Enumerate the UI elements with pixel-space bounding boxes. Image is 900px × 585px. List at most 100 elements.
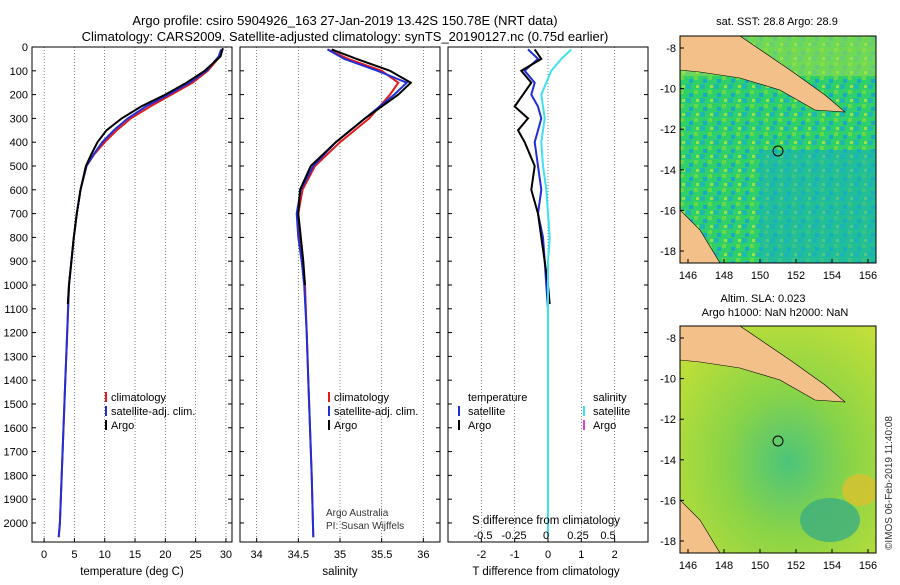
x-tick-label: 35 (334, 549, 346, 561)
x-tick-label: -2 (476, 549, 486, 561)
x-tick-label: 34 (251, 549, 263, 561)
legend-swatch-t-satellite (458, 406, 460, 416)
y-tick-label: 700 (10, 209, 28, 221)
s-diff-tick-label: -0.25 (501, 530, 526, 542)
y-tick-label: 1300 (4, 351, 28, 363)
legend-t-satellite: satellite (468, 406, 505, 418)
sla-map-title-2: Argo h1000: NaN h2000: NaN (702, 307, 849, 319)
temperature-xlabel: temperature (deg C) (80, 566, 184, 578)
map-lon-label: 156 (859, 270, 877, 282)
y-tick-label: 1500 (4, 399, 28, 411)
legend-temperature-title: temperature (468, 392, 527, 404)
y-tick-label: 1400 (4, 375, 28, 387)
legend-swatch-climatology (328, 392, 330, 402)
s-diff-tick-label: -0.5 (474, 530, 493, 542)
series-line-satellite-adj-clim- (295, 48, 409, 538)
sla-map: Altim. SLA: 0.023 Argo h1000: NaN h2000:… (679, 293, 877, 554)
series-line-satellite-adj-clim- (57, 49, 223, 538)
series-line-climatology (57, 49, 223, 538)
y-tick-label: 1200 (4, 328, 28, 340)
credit-line-2: PI: Susan Wijffels (326, 521, 404, 532)
legend-climatology: climatology (334, 392, 390, 404)
legend-climatology: climatology (111, 392, 167, 404)
map-lat-label: -8 (666, 333, 676, 345)
temperature-panel: 0 5 10 15 20 25 300100200300400500600700800900… (4, 42, 233, 578)
map-lat-label: -18 (660, 536, 676, 548)
legend-t-argo: Argo (468, 420, 491, 432)
x-tick-label: 30 (220, 549, 232, 561)
difference-xlabel: T difference from climatology (472, 566, 619, 578)
map-lat-label: -12 (660, 124, 676, 136)
s-diff-tick-label: 0.5 (600, 530, 615, 542)
y-tick-label: 1100 (4, 304, 28, 316)
y-tick-label: 800 (10, 232, 28, 244)
map-lon-label: 150 (751, 270, 769, 282)
x-tick-label: 0 (41, 549, 47, 561)
map-lat-label: -10 (660, 374, 676, 386)
y-tick-label: 0 (22, 42, 28, 54)
map-lon-label: 152 (787, 270, 805, 282)
landmass (680, 499, 721, 553)
series-line-climatology (297, 48, 400, 538)
map-lon-label: 148 (715, 560, 733, 572)
series-line-t-argo (513, 48, 551, 305)
difference-panel: -2 -1 0 1 2 T difference from climatology S … (447, 46, 649, 578)
x-tick-label: 36 (417, 549, 429, 561)
argo-location-marker (772, 145, 784, 157)
map-lon-label: 156 (859, 560, 877, 572)
title-line-1: Argo profile: csiro 5904926_163 27-Jan-2… (132, 13, 557, 28)
legend-argo: Argo (111, 420, 134, 432)
temperature-panel-frame (31, 46, 233, 543)
salinity-xlabel: salinity (322, 566, 357, 578)
map-lon-label: 154 (823, 270, 841, 282)
map-lon-label: 150 (751, 560, 769, 572)
s-diff-tick-label: 0 (543, 530, 549, 542)
map-lat-label: -12 (660, 414, 676, 426)
y-tick-label: 1700 (4, 447, 28, 459)
y-tick-label: 300 (10, 113, 28, 125)
x-tick-label: 0 (545, 549, 551, 561)
s-diff-tick-label: 0.25 (567, 530, 588, 542)
map-lat-label: -14 (660, 165, 676, 177)
y-tick-label: 500 (10, 161, 28, 173)
legend-swatch-satellite (105, 406, 107, 416)
legend-s-argo: Argo (593, 420, 616, 432)
y-tick-label: 600 (10, 185, 28, 197)
legend-swatch-s-satellite (583, 406, 585, 416)
legend-swatch-satellite (328, 406, 330, 416)
landmass (680, 209, 721, 263)
x-tick-label: 2 (612, 549, 618, 561)
y-tick-label: 1000 (4, 280, 28, 292)
salinity-panel: 34 34.5 35 35.5 36 salinity climatology sate… (239, 46, 441, 578)
sst-map: sat. SST: 28.8 Argo: 28.9 (679, 16, 877, 264)
sla-map-title-1: Altim. SLA: 0.023 (721, 293, 806, 305)
map-lat-label: -10 (660, 84, 676, 96)
map-lon-label: 146 (679, 270, 697, 282)
legend-argo: Argo (334, 420, 357, 432)
y-tick-label: 1600 (4, 423, 28, 435)
map-lon-label: 146 (679, 560, 697, 572)
x-tick-label: 25 (190, 549, 202, 561)
y-tick-label: 100 (10, 66, 28, 78)
legend-swatch-argo (328, 420, 330, 430)
map-lon-label: 152 (787, 560, 805, 572)
legend-s-satellite: satellite (593, 406, 630, 418)
legend-swatch-s-argo (583, 420, 585, 430)
map-lat-label: -14 (660, 455, 676, 467)
x-tick-label: -1 (510, 549, 520, 561)
legend-swatch-climatology (105, 392, 107, 402)
map-lat-label: -18 (660, 246, 676, 258)
map-lon-label: 154 (823, 560, 841, 572)
map-lat-label: -16 (660, 205, 676, 217)
x-tick-label: 5 (71, 549, 77, 561)
legend-salinity-title: salinity (593, 392, 627, 404)
y-tick-label: 200 (10, 90, 28, 102)
temperature-legend: climatology satellite-adj. clim. Argo (105, 392, 195, 432)
y-tick-label: 900 (10, 256, 28, 268)
map-lat-label: -8 (666, 43, 676, 55)
timestamp: ©IMOS 06-Feb-2019 11:40:08 (884, 416, 895, 550)
argo-location-marker (772, 435, 784, 447)
x-tick-label: 10 (99, 549, 111, 561)
